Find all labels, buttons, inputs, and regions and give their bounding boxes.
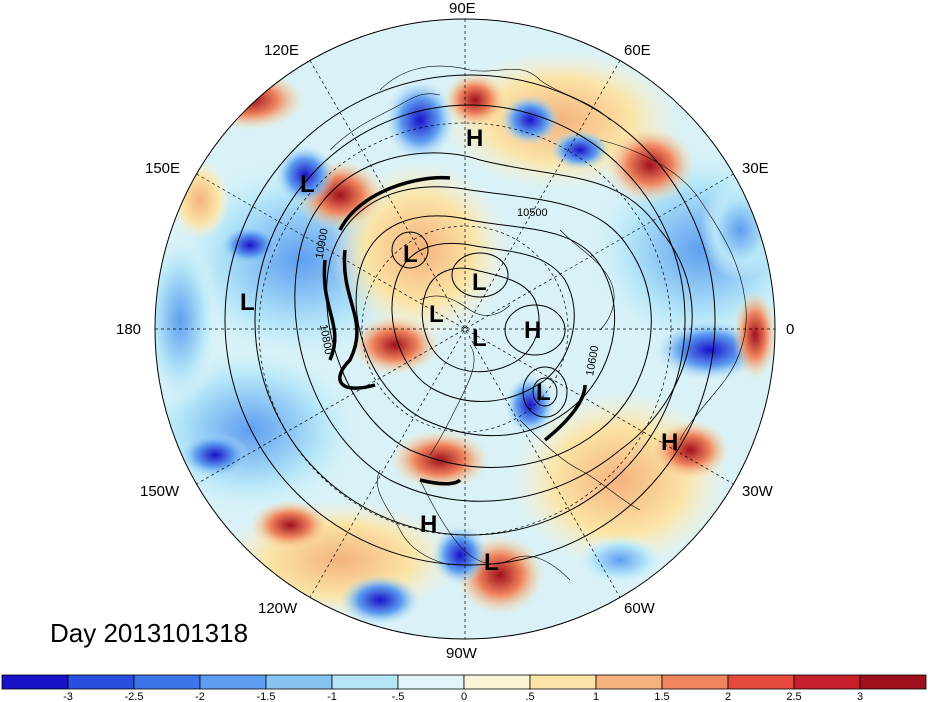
colorbar-swatch [793, 674, 861, 690]
high-pressure-marker: H [524, 317, 541, 344]
colorbar-swatch [133, 674, 201, 690]
lon-label-60e: 60E [624, 42, 651, 59]
colorbar-swatch [859, 674, 927, 690]
coastlines [329, 65, 747, 581]
colorbar-swatch [463, 674, 531, 690]
colorbar-swatch [661, 674, 729, 690]
colorbar-tick-label: -2 [195, 691, 205, 702]
contour-label: 10800 [317, 323, 334, 355]
colorbar-swatch [727, 674, 795, 690]
high-pressure-marker: H [466, 125, 483, 152]
colorbar-swatch [67, 674, 135, 690]
map-border [154, 18, 776, 640]
colorbar-swatch [199, 674, 267, 690]
colorbar: -3 -2.5 -2 -1.5 -1 -.5 0 .5 1 1.5 2 2.5 3 [1, 674, 927, 702]
low-pressure-marker: L [300, 171, 315, 198]
lon-label-30e: 30E [742, 160, 769, 177]
lon-label-90e: 90E [449, 0, 476, 17]
graticule [155, 19, 775, 639]
lon-label-60w: 60W [624, 600, 656, 617]
colorbar-tick-label: 2.5 [786, 691, 801, 702]
contour-value-labels: 10500 10900 10800 10600 [314, 207, 602, 377]
colorbar-tick-label: -1.5 [257, 691, 276, 702]
colorbar-swatch [529, 674, 597, 690]
lon-label-150e: 150E [145, 160, 180, 177]
high-pressure-marker: H [420, 511, 437, 538]
colorbar-swatch [331, 674, 399, 690]
colorbar-swatch [1, 674, 69, 690]
low-pressure-marker: L [536, 379, 551, 406]
low-pressure-marker: L [472, 269, 487, 296]
colorbar-tick-label: .5 [525, 691, 534, 702]
colorbar-tick-label: -1 [327, 691, 337, 702]
height-contours [224, 74, 716, 566]
day-label: Day 2013101318 [50, 618, 249, 648]
lon-label-90w: 90W [446, 645, 478, 662]
colorbar-swatch [397, 674, 465, 690]
contour-label: 10500 [517, 207, 548, 219]
contour-label: 10900 [314, 228, 331, 260]
colorbar-tick-label: -2.5 [125, 691, 144, 702]
contour-label: 10600 [584, 345, 601, 377]
lon-label-150w: 150W [140, 483, 180, 500]
low-pressure-marker: L [472, 325, 487, 352]
colorbar-tick-label: -.5 [392, 691, 405, 702]
pressure-system-markers: H L L L L L H L L H H L [240, 125, 678, 576]
low-pressure-marker: L [403, 241, 418, 268]
lon-label-0: 0 [786, 321, 794, 338]
lon-label-180: 180 [116, 321, 141, 338]
low-pressure-marker: L [240, 289, 255, 316]
colorbar-tick-label: -3 [63, 691, 73, 702]
low-pressure-marker: L [484, 549, 499, 576]
high-pressure-marker: H [661, 429, 678, 456]
low-pressure-marker: L [429, 301, 444, 328]
longitude-labels: 90E 60E 30E 0 30W 60W 90W 120W 150W 180 … [116, 0, 794, 662]
colorbar-tick-label: 2 [725, 691, 731, 702]
lon-label-30w: 30W [742, 483, 774, 500]
colorbar-swatch [265, 674, 333, 690]
colorbar-swatch [595, 674, 663, 690]
lon-label-120w: 120W [258, 600, 298, 617]
colorbar-tick-label: 0 [461, 691, 467, 702]
lon-label-120e: 120E [264, 42, 299, 59]
colorbar-tick-label: 1.5 [654, 691, 669, 702]
colorbar-tick-label: 1 [593, 691, 599, 702]
colorbar-tick-label: 3 [857, 691, 863, 702]
